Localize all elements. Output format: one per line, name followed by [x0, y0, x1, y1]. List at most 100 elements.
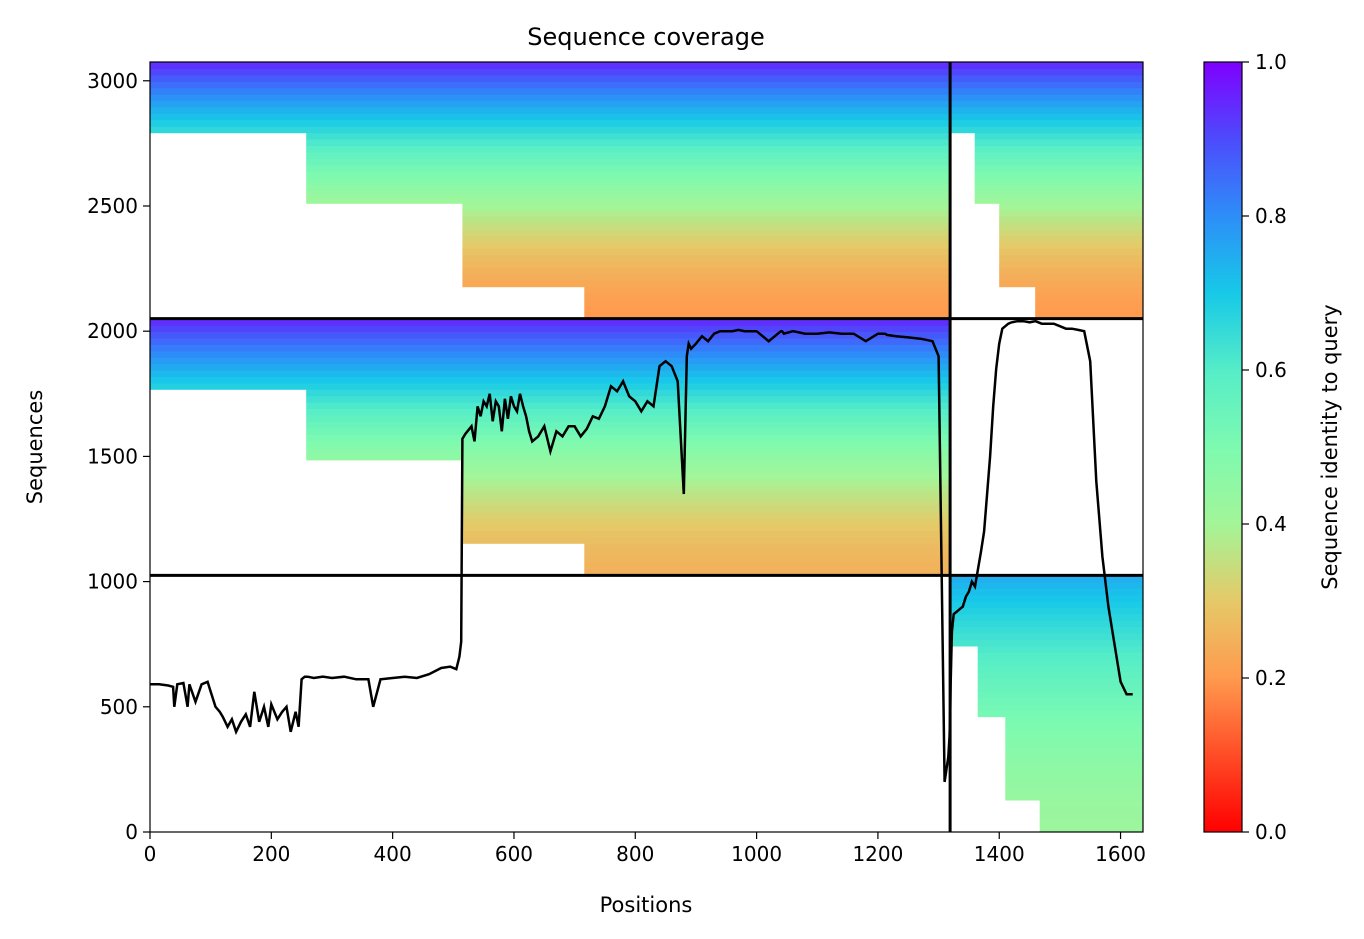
- msa-blocks: [150, 62, 1143, 832]
- colorbar-tick-label: 0.2: [1255, 666, 1287, 690]
- msa-band: [1039, 806, 1143, 814]
- msa-band: [977, 665, 1143, 673]
- x-tick-label: 800: [616, 842, 654, 866]
- msa-band: [584, 568, 951, 576]
- msa-band: [999, 235, 1143, 243]
- msa-band: [950, 633, 1143, 641]
- msa-band: [584, 305, 951, 313]
- msa-band: [150, 325, 951, 333]
- x-tick-label: 1600: [1095, 842, 1146, 866]
- msa-band: [977, 678, 1143, 685]
- msa-band: [462, 280, 951, 288]
- msa-band: [974, 132, 1143, 140]
- msa-band: [150, 87, 951, 95]
- msa-band: [462, 248, 951, 256]
- msa-band: [977, 658, 1143, 666]
- msa-band: [1035, 312, 1143, 320]
- x-tick-label: 1000: [731, 842, 782, 866]
- msa-band: [462, 524, 951, 531]
- y-tick-label: 3000: [87, 69, 138, 93]
- msa-band: [1005, 787, 1143, 795]
- msa-band: [462, 222, 951, 230]
- msa-band: [977, 684, 1143, 692]
- msa-band: [1035, 299, 1143, 307]
- msa-band: [1035, 305, 1143, 313]
- msa-band: [462, 504, 951, 512]
- msa-band: [974, 190, 1143, 198]
- msa-band: [999, 216, 1143, 223]
- msa-band: [306, 421, 951, 429]
- msa-band: [584, 562, 951, 570]
- msa-band: [974, 177, 1143, 185]
- x-tick-label: 1200: [852, 842, 903, 866]
- msa-band: [462, 472, 951, 480]
- msa-band: [950, 94, 1143, 102]
- msa-block: [150, 318, 951, 576]
- msa-band: [306, 427, 951, 435]
- msa-band: [150, 68, 951, 76]
- msa-band: [999, 267, 1143, 275]
- msa-band: [462, 260, 951, 268]
- msa-band: [150, 318, 951, 326]
- msa-band: [462, 209, 951, 217]
- msa-band: [306, 395, 951, 403]
- msa-band: [306, 402, 951, 410]
- msa-band: [462, 241, 951, 249]
- msa-band: [150, 363, 951, 371]
- colorbar-tick-label: 0.4: [1255, 512, 1287, 536]
- msa-band: [462, 517, 951, 525]
- msa-band: [1005, 742, 1143, 750]
- msa-band: [306, 139, 951, 146]
- msa-band: [150, 350, 951, 358]
- msa-band: [950, 639, 1143, 647]
- msa-band: [306, 190, 951, 198]
- msa-band: [1005, 735, 1143, 743]
- msa-band: [999, 203, 1143, 211]
- coverage-line: [150, 319, 1133, 783]
- colorbar-tick-label: 0.0: [1255, 820, 1287, 844]
- msa-band: [462, 254, 951, 262]
- msa-band: [584, 556, 951, 564]
- msa-band: [950, 106, 1143, 114]
- msa-band: [999, 209, 1143, 217]
- x-tick-label: 200: [252, 842, 290, 866]
- msa-band: [1005, 748, 1143, 756]
- msa-band: [150, 344, 951, 352]
- msa-band: [150, 119, 951, 127]
- msa-band: [462, 491, 951, 499]
- msa-band: [306, 453, 951, 461]
- msa-band: [999, 273, 1143, 281]
- msa-band: [1005, 774, 1143, 782]
- msa-band: [999, 280, 1143, 288]
- y-tick-label: 0: [125, 820, 138, 844]
- msa-band: [150, 331, 951, 339]
- msa-band: [150, 81, 951, 89]
- msa-band: [462, 466, 951, 474]
- msa-band: [150, 357, 951, 365]
- msa-band: [950, 81, 1143, 89]
- msa-band: [950, 119, 1143, 127]
- colorbar-tick-label: 1.0: [1255, 50, 1287, 74]
- colorbar-tick-label: 0.6: [1255, 358, 1287, 382]
- msa-band: [584, 549, 951, 557]
- msa-band: [462, 511, 951, 519]
- msa-band: [950, 581, 1143, 589]
- x-tick-label: 600: [495, 842, 533, 866]
- msa-band: [999, 241, 1143, 249]
- msa-band: [999, 222, 1143, 230]
- msa-band: [977, 645, 1143, 653]
- msa-band: [306, 171, 951, 179]
- msa-band: [1039, 812, 1143, 820]
- msa-band: [584, 293, 951, 300]
- colorbar-label: Sequence identity to query: [1318, 304, 1342, 589]
- msa-band: [1005, 793, 1143, 801]
- msa-band: [950, 588, 1143, 596]
- msa-band: [150, 106, 951, 114]
- msa-band: [306, 145, 951, 153]
- msa-band: [950, 626, 1143, 634]
- msa-band: [306, 132, 951, 140]
- msa-band: [950, 74, 1143, 82]
- msa-band: [974, 164, 1143, 172]
- msa-band: [950, 620, 1143, 628]
- msa-band: [1005, 767, 1143, 775]
